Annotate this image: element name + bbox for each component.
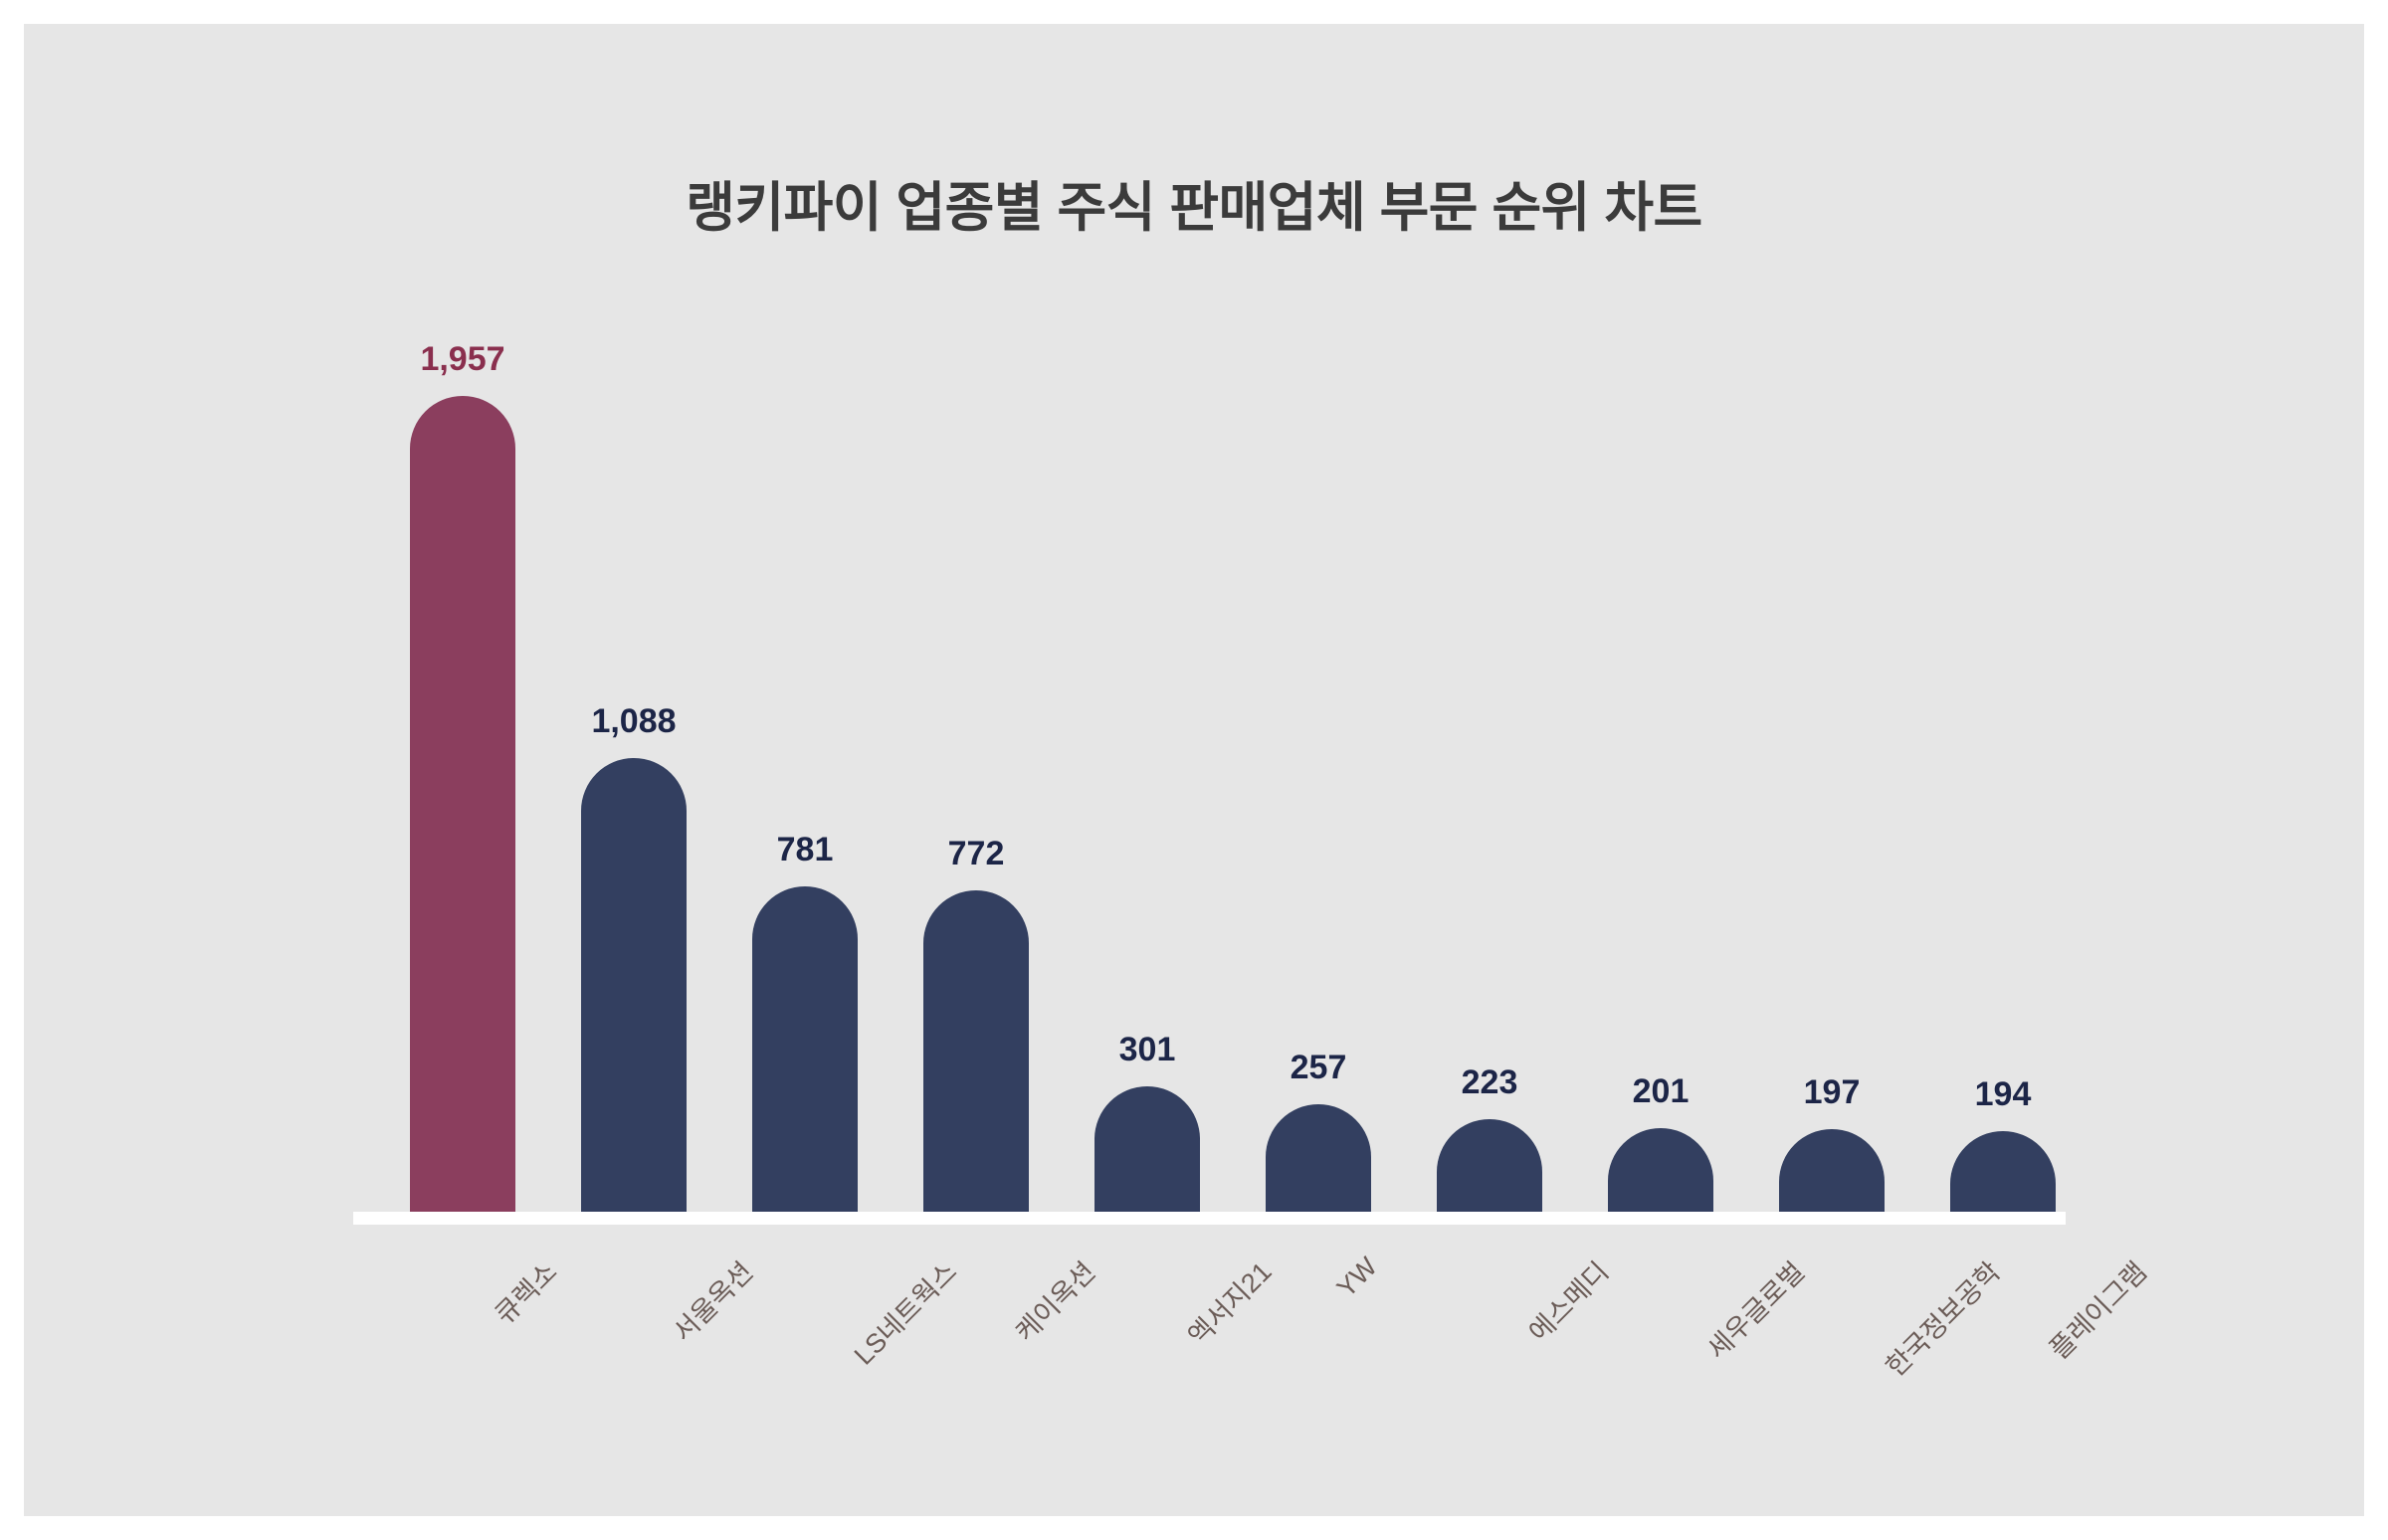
axis-baseline	[353, 1212, 2066, 1225]
bar-rect[interactable]	[1608, 1128, 1713, 1212]
bar-value-label: 301	[1118, 1031, 1176, 1068]
bar-group[interactable]: 257 YW	[1233, 24, 1404, 1516]
bar-group[interactable]: 781 LS네트웍스	[719, 24, 963, 1516]
bar-rect[interactable]	[1779, 1129, 1885, 1212]
bar-value-label: 194	[1974, 1075, 2032, 1113]
bar-rect[interactable]	[581, 758, 687, 1212]
bar-group[interactable]: 201 세우글로벌	[1575, 24, 1810, 1516]
bar-value-label: 201	[1632, 1072, 1690, 1110]
chart-title: 랭키파이 업종별 주식 판매업체 부문 순위 차트	[686, 178, 1702, 238]
bar-group[interactable]: 1,088 서울옥션	[548, 24, 759, 1516]
bar-value-label: 772	[947, 835, 1005, 872]
bar-value-label: 1,957	[420, 340, 505, 378]
plot-area: 1,957 큐렉소 1,088 서울옥션 781 LS네트웍스 772 케이옥션 301 엑서지2…	[24, 24, 2364, 1516]
bar-group[interactable]: 194 플레이그램	[1917, 24, 2152, 1516]
bar-rect[interactable]	[1094, 1086, 1200, 1212]
bar-value-label: 781	[776, 831, 834, 868]
bar-value-label: 257	[1290, 1049, 1347, 1086]
bar-rect[interactable]	[1266, 1104, 1371, 1212]
x-axis-label: YW	[1330, 1251, 1383, 1303]
bar-group[interactable]: 301 엑서지21	[1062, 24, 1278, 1516]
bar-value-label: 1,088	[591, 702, 677, 740]
bar-rect[interactable]	[410, 396, 515, 1212]
bar-rect[interactable]	[1950, 1131, 2056, 1212]
bar-group[interactable]: 772 케이옥션	[891, 24, 1101, 1516]
bar-value-label: 223	[1461, 1063, 1518, 1101]
bar-rect[interactable]	[923, 890, 1029, 1212]
bar-rect[interactable]	[1437, 1119, 1542, 1212]
x-axis-label: 플레이그램	[2044, 1255, 2153, 1365]
bar-value-label: 197	[1803, 1073, 1861, 1111]
chart-figure: 랭키파이 업종별 주식 판매업체 부문 순위 차트 1,957 큐렉소 1,088 서…	[24, 24, 2364, 1516]
bar-group[interactable]: 1,957 큐렉소	[377, 24, 563, 1516]
bar-group[interactable]: 223 에스메디	[1404, 24, 1615, 1516]
bar-rect[interactable]	[752, 886, 858, 1212]
bar-group[interactable]: 197 한국정보공학	[1746, 24, 2006, 1516]
